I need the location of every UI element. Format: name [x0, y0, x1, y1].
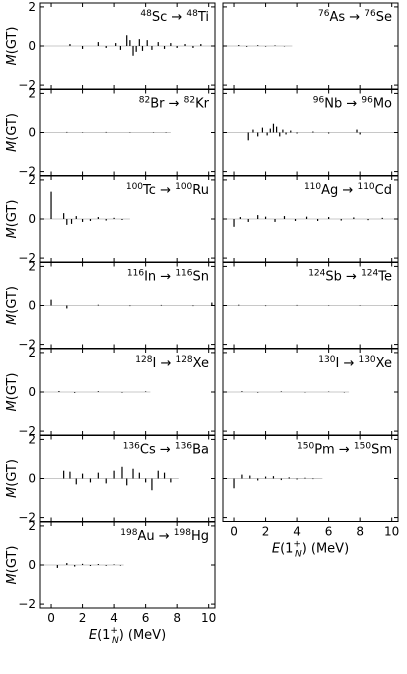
x-tick-label: 0	[230, 525, 238, 539]
reaction-label: 150Pm → 150Sm	[297, 442, 392, 458]
x-tick-label: 8	[356, 525, 364, 539]
panel-ag-110: 110Ag → 110Cd	[222, 175, 399, 263]
y-tick-label: 0	[28, 212, 36, 226]
x-tick-label: 10	[384, 525, 399, 539]
reaction-label: 198Au → 198Hg	[120, 528, 209, 544]
y-axis-label: M(GT)	[5, 373, 20, 412]
y-tick-label: 0	[28, 39, 36, 53]
y-tick-label: 0	[28, 299, 36, 313]
y-tick-label: 2	[28, 0, 36, 14]
y-tick-label: 0	[28, 472, 36, 486]
x-axis-label: E(1+ N) (MeV)	[272, 540, 349, 560]
x-tick-label: 0	[47, 611, 55, 625]
y-axis-label: M(GT)	[5, 200, 20, 239]
panel-br-82: −2 0 2 82Br → 82Kr M(GT)	[5, 86, 216, 179]
reaction-label: 100Tc → 100Ru	[126, 182, 209, 198]
y-tick-label: −2	[18, 597, 36, 611]
y-tick-label: 0	[28, 558, 36, 572]
reaction-label: 130I → 130Xe	[318, 355, 392, 371]
panel-sb-124: 124Sb → 124Te	[222, 262, 399, 349]
reaction-label: 124Sb → 124Te	[308, 269, 392, 285]
y-axis-label: M(GT)	[5, 459, 20, 498]
panel-nb-96: 96Nb → 96Mo	[222, 89, 399, 176]
reaction-label: 48Sc → 48Ti	[140, 9, 209, 25]
y-tick-label: −2	[18, 511, 36, 525]
x-tick-label: 4	[293, 525, 301, 539]
y-axis-label: M(GT)	[5, 113, 20, 152]
x-tick-label: 4	[110, 611, 118, 625]
panel-in-116: −2 0 2 116In → 116Sn M(GT)	[5, 259, 216, 352]
reaction-label: 110Ag → 110Cd	[304, 182, 392, 198]
x-axis-label: E(1+ N) (MeV)	[89, 626, 166, 646]
y-tick-label: 0	[28, 385, 36, 399]
y-tick-label: −2	[18, 165, 36, 179]
y-tick-label: −2	[18, 338, 36, 352]
panel-pm-150: 150Pm → 150Sm	[222, 435, 399, 522]
reaction-label: 136Cs → 136Ba	[123, 442, 209, 458]
x-tick-label: 6	[142, 611, 150, 625]
panel-as-76: 76As → 76Se	[222, 2, 399, 90]
panel-tc-100: −2 0 2 100Tc → 100Ru M(GT)	[5, 173, 216, 265]
panel-sc-48: −2 0 2 48Sc → 48Ti M(GT)	[5, 0, 216, 92]
panel-cs-136: −2 0 2 136Cs → 136Ba M(GT)	[5, 432, 216, 525]
y-tick-label: −2	[18, 424, 36, 438]
x-tick-label: 2	[79, 611, 87, 625]
y-tick-label: 2	[28, 346, 36, 360]
y-tick-label: 2	[28, 259, 36, 273]
y-axis-label: M(GT)	[5, 546, 20, 585]
panel-i-128: −2 0 2 128I → 128Xe M(GT)	[5, 346, 216, 438]
y-tick-label: 2	[28, 86, 36, 100]
y-tick-label: −2	[18, 78, 36, 92]
reaction-label: 116In → 116Sn	[127, 269, 209, 285]
reaction-label: 82Br → 82Kr	[139, 96, 210, 112]
reaction-label: 128I → 128Xe	[135, 355, 209, 371]
reaction-label: 76As → 76Se	[318, 9, 392, 25]
y-tick-label: 2	[28, 519, 36, 533]
reaction-label: 96Nb → 96Mo	[313, 96, 392, 112]
x-tick-label: 8	[173, 611, 181, 625]
y-axis-label: M(GT)	[5, 27, 20, 66]
y-tick-label: 0	[28, 126, 36, 140]
y-tick-label: −2	[18, 251, 36, 265]
y-tick-label: 2	[28, 432, 36, 446]
panel-i-130: 130I → 130Xe	[222, 348, 399, 436]
x-tick-label: 10	[201, 611, 216, 625]
x-tick-label: 2	[262, 525, 270, 539]
y-tick-label: 2	[28, 173, 36, 187]
x-tick-label: 6	[325, 525, 333, 539]
panel-au-198: −2 0 2 198Au → 198Hg M(GT)	[5, 519, 216, 611]
y-axis-label: M(GT)	[5, 286, 20, 325]
